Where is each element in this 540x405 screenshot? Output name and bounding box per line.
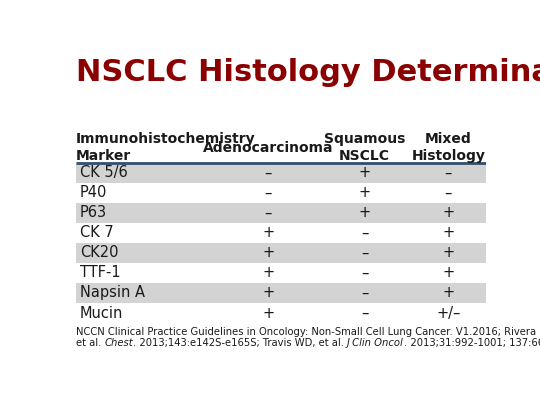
Text: +: + bbox=[262, 245, 274, 260]
Bar bbox=[76, 183, 486, 203]
Bar bbox=[76, 303, 486, 323]
Bar bbox=[76, 243, 486, 263]
Text: NSCLC Histology Determination: NSCLC Histology Determination bbox=[76, 58, 540, 87]
Text: +: + bbox=[442, 245, 454, 260]
Text: et al.: et al. bbox=[76, 338, 104, 348]
Text: –: – bbox=[361, 226, 368, 241]
Text: –: – bbox=[361, 305, 368, 320]
Text: . 2013;31:992-1001; 137:668-84.: . 2013;31:992-1001; 137:668-84. bbox=[404, 338, 540, 348]
Text: CK20: CK20 bbox=[80, 245, 119, 260]
Text: Adenocarcinoma: Adenocarcinoma bbox=[203, 141, 334, 155]
Text: +/–: +/– bbox=[436, 305, 461, 320]
Text: J Clin Oncol: J Clin Oncol bbox=[347, 338, 404, 348]
Bar bbox=[76, 203, 486, 223]
Text: –: – bbox=[444, 185, 452, 200]
Text: +: + bbox=[262, 265, 274, 281]
Text: CK 7: CK 7 bbox=[80, 226, 114, 241]
Text: +: + bbox=[442, 286, 454, 301]
Text: +: + bbox=[359, 205, 370, 220]
Text: TTF-1: TTF-1 bbox=[80, 265, 120, 281]
Text: –: – bbox=[265, 205, 272, 220]
Text: –: – bbox=[444, 165, 452, 180]
Text: P63: P63 bbox=[80, 205, 107, 220]
Text: Squamous
NSCLC: Squamous NSCLC bbox=[324, 132, 406, 164]
Text: +: + bbox=[359, 185, 370, 200]
Text: –: – bbox=[361, 245, 368, 260]
Text: –: – bbox=[265, 185, 272, 200]
Text: NCCN Clinical Practice Guidelines in Oncology: Non-Small Cell Lung Cancer. V1.20: NCCN Clinical Practice Guidelines in Onc… bbox=[76, 327, 540, 337]
Bar bbox=[76, 163, 486, 183]
Text: –: – bbox=[265, 165, 272, 180]
Text: +: + bbox=[359, 165, 370, 180]
Text: Napsin A: Napsin A bbox=[80, 286, 145, 301]
Text: Mixed
Histology: Mixed Histology bbox=[411, 132, 485, 164]
Bar bbox=[76, 223, 486, 243]
Text: Immunohistochemistry
Marker: Immunohistochemistry Marker bbox=[76, 132, 255, 164]
Text: –: – bbox=[361, 265, 368, 281]
Text: P40: P40 bbox=[80, 185, 107, 200]
Text: –: – bbox=[361, 286, 368, 301]
Bar bbox=[76, 263, 486, 283]
Bar bbox=[76, 283, 486, 303]
Text: Chest: Chest bbox=[104, 338, 133, 348]
Text: +: + bbox=[442, 205, 454, 220]
Text: +: + bbox=[442, 265, 454, 281]
Text: CK 5/6: CK 5/6 bbox=[80, 165, 128, 180]
Text: +: + bbox=[262, 226, 274, 241]
Text: Mucin: Mucin bbox=[80, 305, 124, 320]
Text: +: + bbox=[262, 305, 274, 320]
Text: . 2013;143:e142S-e165S; Travis WD, et al.: . 2013;143:e142S-e165S; Travis WD, et al… bbox=[133, 338, 347, 348]
Text: +: + bbox=[442, 226, 454, 241]
Text: +: + bbox=[262, 286, 274, 301]
